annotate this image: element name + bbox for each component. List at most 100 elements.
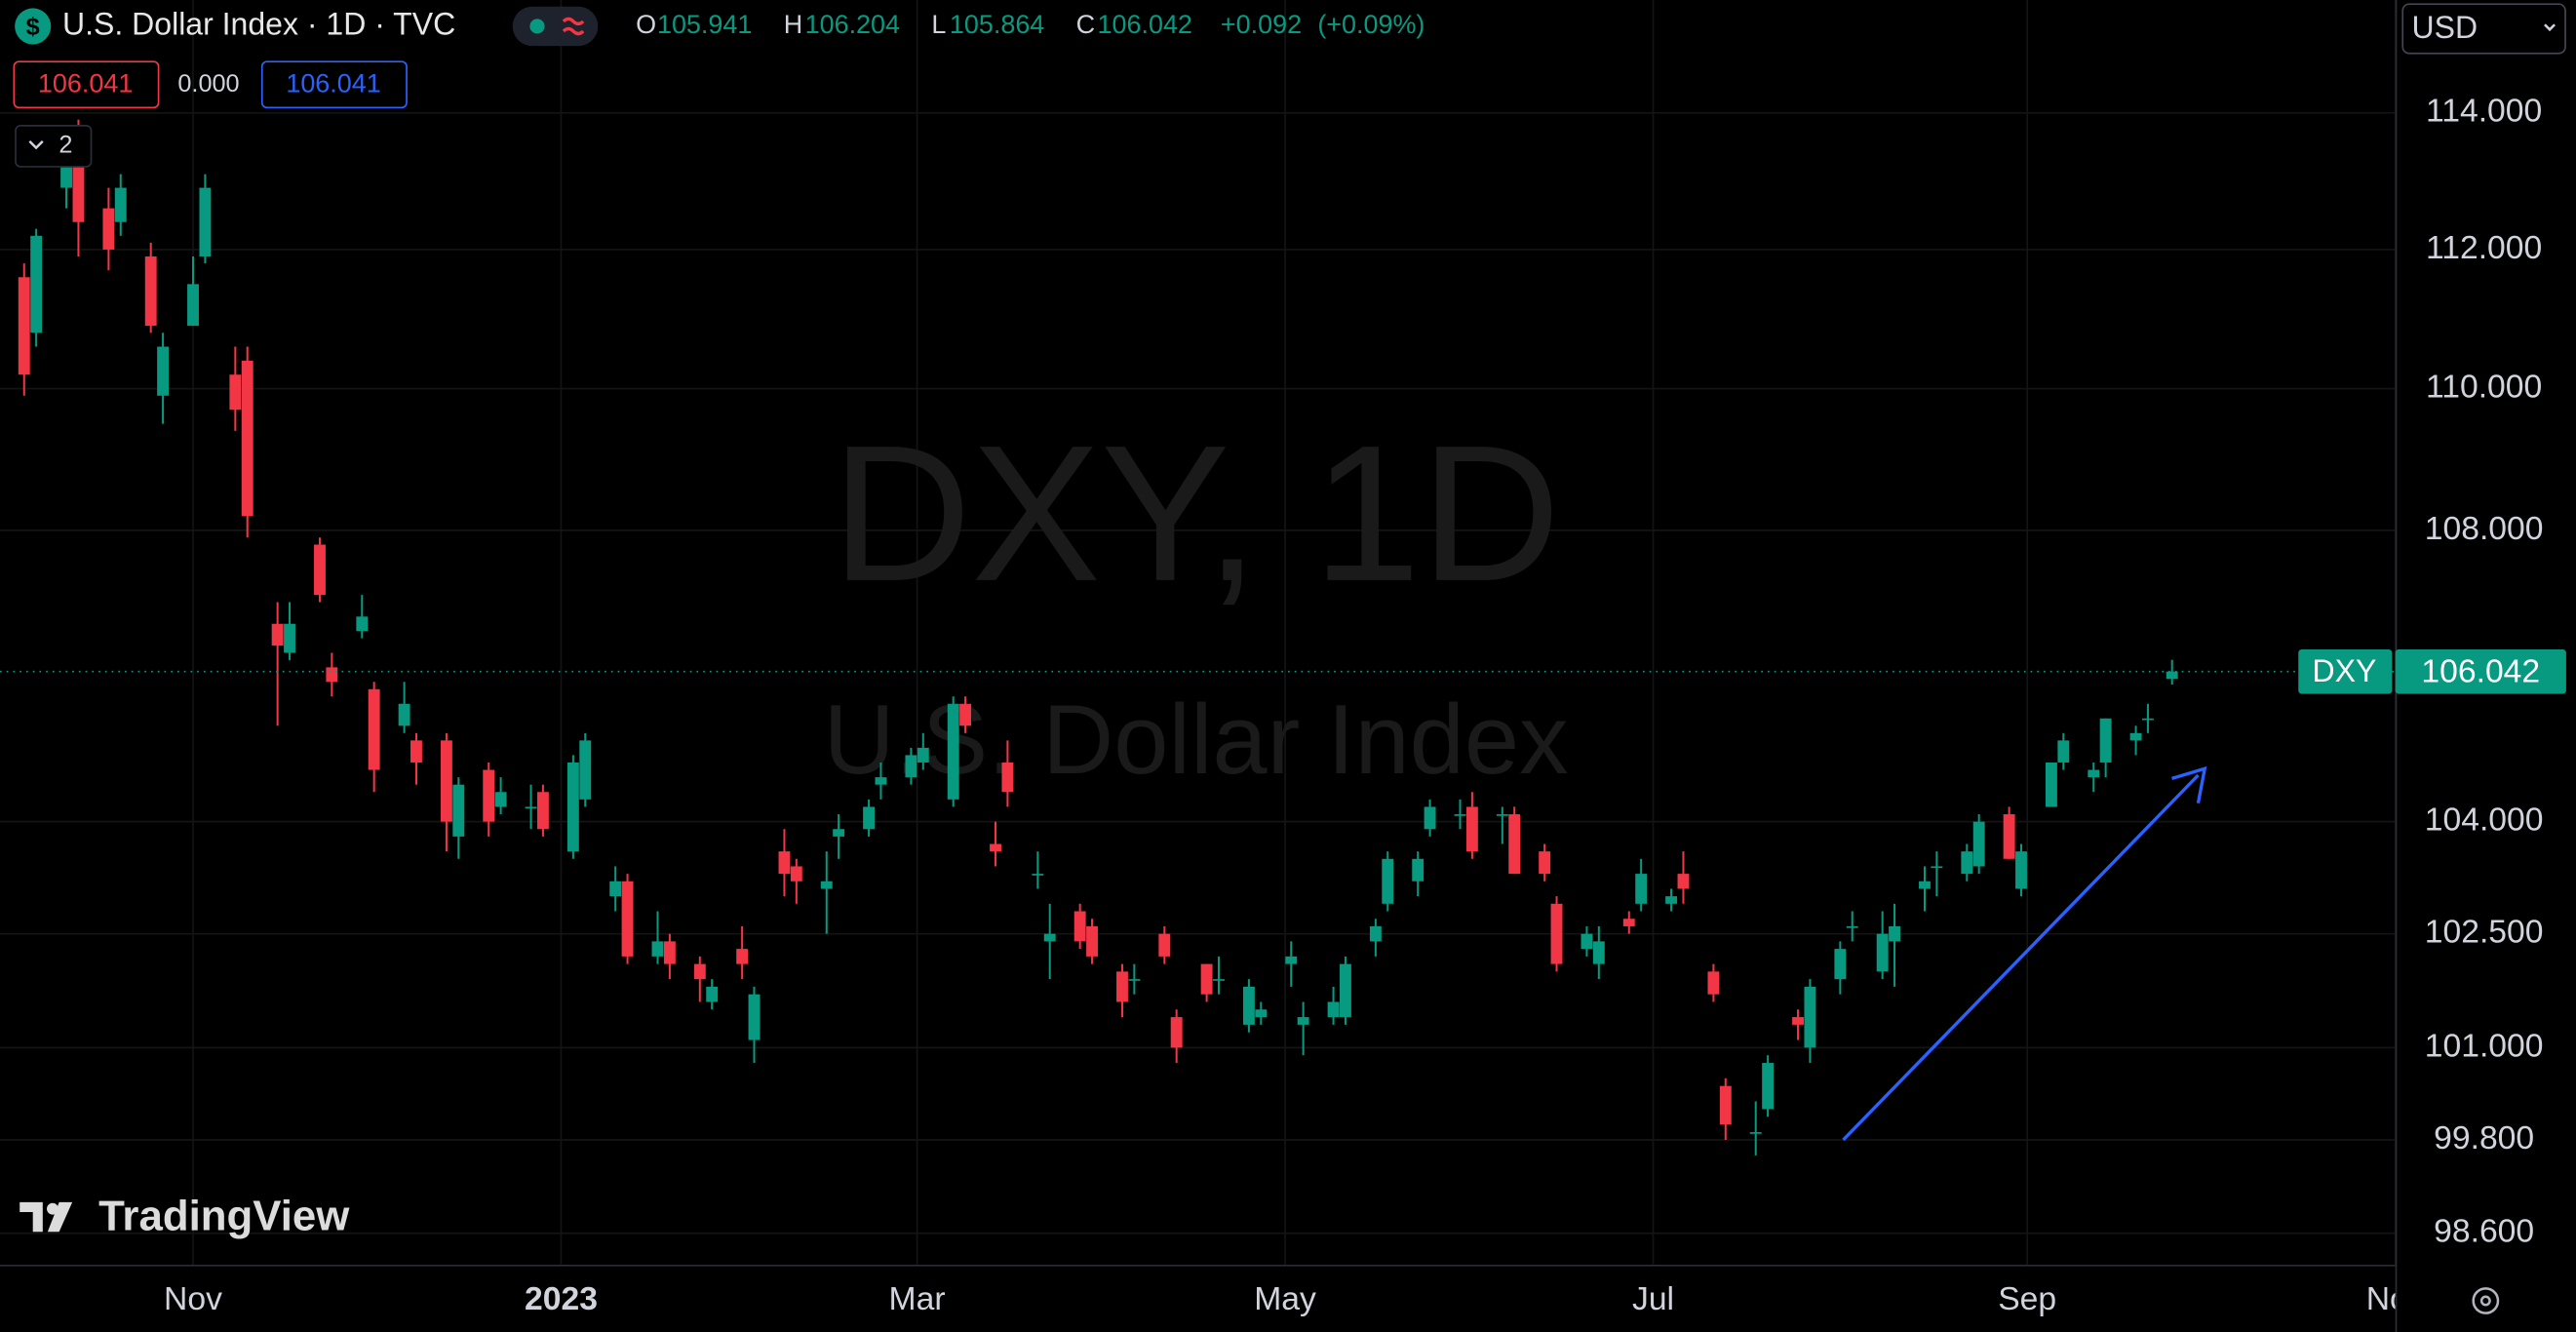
candle-body [1032,874,1044,876]
logo-text: TradingView [98,1192,350,1239]
candle-body [1128,979,1141,981]
candle-body [2045,762,2057,807]
candle-body [536,792,549,830]
candle-body [947,703,959,800]
candle-body [1931,866,1943,869]
candle-body [1001,762,1014,793]
currency-select[interactable] [2401,3,2566,55]
indicators-toggle[interactable] [15,125,93,168]
candle-body [1086,925,1098,957]
candle-body [229,374,242,411]
candle-body [693,963,706,980]
y-tick-label: 112.000 [2426,230,2542,266]
candle-body [1454,814,1466,816]
spread: 0.000 [177,70,239,98]
open-label: O [636,10,656,39]
y-tick-label: 102.500 [2425,915,2544,951]
candle-body [144,256,157,327]
watermark: DXY, 1D [832,406,1561,622]
change: +0.092 [1221,10,1302,39]
indicators-count: 2 [59,132,72,159]
candle-body [1496,814,1508,816]
candle-body [1508,814,1521,875]
candle-body [959,703,972,726]
candle-body [736,949,749,964]
candle-body [778,851,791,875]
candle-body [833,829,845,837]
candle-body [2099,718,2112,763]
candle-body [1158,933,1171,957]
candle-body [271,623,284,646]
bid-box[interactable] [13,60,160,109]
candle-body [2015,851,2027,889]
x-tick-label: May [1254,1281,1316,1317]
x-tick-label: Nov [164,1281,222,1317]
y-tick-label: 114.000 [2426,94,2542,130]
x-axis: Nov2023MarMayJulSepNov [0,1264,2425,1332]
watermark-subtitle: U.S. Dollar Index [824,686,1569,795]
ask-box[interactable] [260,60,408,109]
candle-body [199,187,212,257]
open-value: 105.941 [657,10,752,39]
x-tick-label: Sep [1998,1281,2056,1317]
candle-body [651,941,664,957]
price-label: DXY 106.042 [2298,648,2566,694]
x-tick-label: 2023 [525,1281,598,1317]
settings-icon[interactable] [2472,1287,2500,1314]
status-wave [562,17,585,36]
arrow-line [1842,773,2200,1142]
candle-body [1242,986,1255,1025]
candle-body [1170,1017,1183,1048]
candle-body [1592,941,1605,964]
x-axis-bg [0,1264,2396,1332]
candle-body [1792,1017,1804,1025]
candle-body [1677,874,1690,889]
candle-body [790,866,802,881]
candle-body [1961,851,1973,875]
candle-body [452,784,465,837]
candles [18,119,2178,1156]
candle-body [875,777,887,785]
candle-body [1073,911,1086,942]
candle-body [1550,903,1563,964]
ask: 106.041 [286,69,380,98]
status-pill[interactable] [512,6,599,47]
chevron [28,139,44,150]
candle-body [241,360,254,517]
candle-body [1339,963,1351,1018]
change-percent: (+0.09%) [1317,10,1425,39]
x-tick-label: Mar [889,1281,946,1317]
candle-body [314,544,326,596]
y-tick-label: 101.000 [2425,1028,2544,1064]
high-value: 106.204 [805,10,900,39]
symbol-icon-glyph: $ [26,13,40,40]
logo: TradingView [20,1192,350,1239]
symbol-label-box [2298,648,2393,694]
candle-body [609,881,622,897]
candle-body [356,616,369,632]
candle-body [1369,925,1382,942]
candle-body [368,688,380,770]
candle-body [60,167,73,188]
candle-body [2129,732,2142,741]
settings-ring [2472,1287,2500,1314]
candle-body [2003,814,2015,859]
y-tick-label: 104.000 [2425,803,2544,839]
candle-body [579,740,592,800]
candle-body [18,277,30,375]
arrow-head [2171,765,2207,803]
candle-body [1297,1017,1309,1025]
status-dot [529,19,545,34]
high-label: H [784,10,802,39]
candle-body [1719,1085,1732,1125]
candle-body [525,806,537,809]
candle-body [1804,986,1816,1048]
symbol-label: DXY [2313,653,2377,688]
chart-title: U.S. Dollar Index · 1D · TVC [62,6,455,41]
logo-mark [20,1201,73,1233]
candle-body [440,740,452,822]
currency-chevron [2544,23,2556,32]
